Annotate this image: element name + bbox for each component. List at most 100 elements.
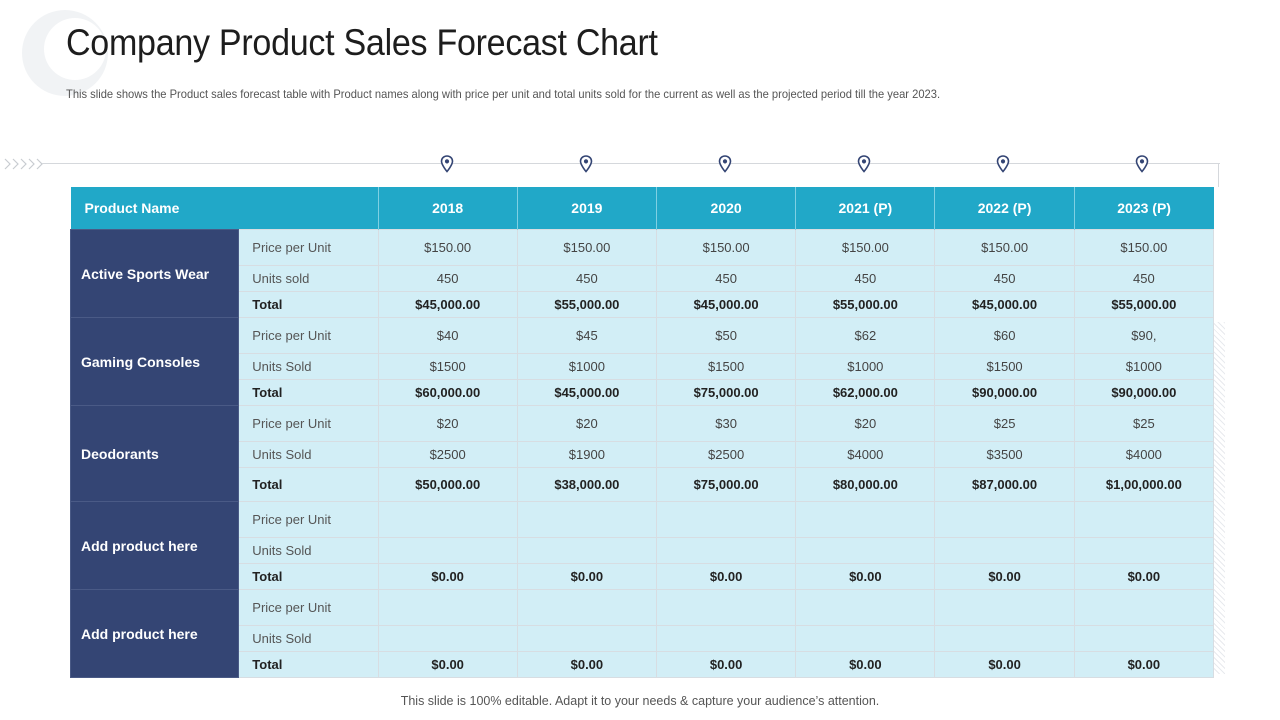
forecast-table-container: Product Name 2018 2019 2020 2021 (P) 202… <box>69 187 1215 678</box>
value-cell <box>655 537 797 564</box>
value-cell <box>1073 625 1215 652</box>
decorative-hatch <box>1213 322 1225 674</box>
table-header-row: Product Name 2018 2019 2020 2021 (P) 202… <box>70 187 1214 230</box>
metric-label-cell: Units sold <box>238 265 379 292</box>
product-name-cell: Add product here <box>69 589 240 678</box>
table-row: Deodorants Price per Unit $20 $20 $30 $20 $25 $… <box>69 405 1215 502</box>
value-cell: 450 <box>516 265 658 292</box>
value-cell: $4000 <box>1073 441 1215 468</box>
value-cell: $0.00 <box>1073 651 1215 678</box>
metric-label-cell: Total <box>238 563 379 590</box>
location-pin-icon <box>996 155 1010 173</box>
table-row: Add product here Price per Unit <box>69 589 1215 678</box>
value-cell: $2500 <box>377 441 518 468</box>
page-title: Company Product Sales Forecast Chart <box>66 22 658 63</box>
timeline-line <box>42 163 1220 164</box>
value-cell: $1000 <box>516 353 658 380</box>
arrow-chevron-icon <box>4 158 43 170</box>
value-cell: $20 <box>516 405 658 442</box>
table-row: Total $0.00 $0.00 $0.00 $0.00 $0.00 $0.00 <box>71 563 1215 590</box>
value-cell: $45,000.00 <box>516 379 658 406</box>
footer-note: This slide is 100% editable. Adapt it to… <box>400 694 880 708</box>
header-year: 2021 (P) <box>795 187 936 230</box>
value-cell: $60 <box>934 317 1075 354</box>
value-cell: $87,000.00 <box>934 467 1075 502</box>
table-row: Units Sold $2500 $1900 $2500 $4000 $3500 $4000 <box>71 441 1215 468</box>
value-cell: $50,000.00 <box>377 467 518 502</box>
forecast-table: Product Name 2018 2019 2020 2021 (P) 202… <box>69 187 1215 678</box>
location-pin-icon <box>718 155 732 173</box>
table-row: Units Sold <box>71 537 1215 564</box>
metric-label-cell: Total <box>238 379 379 406</box>
product-name-cell: Active Sports Wear <box>69 229 240 318</box>
value-cell <box>795 501 936 538</box>
value-cell <box>655 625 797 652</box>
value-cell: $150.00 <box>1073 229 1215 266</box>
value-cell: $45,000.00 <box>655 291 797 318</box>
value-cell <box>934 589 1075 626</box>
value-cell: 450 <box>655 265 797 292</box>
value-cell: $1500 <box>655 353 797 380</box>
table-row: Total $50,000.00 $38,000.00 $75,000.00 $80,0… <box>71 467 1215 502</box>
value-cell: $45 <box>516 317 658 354</box>
value-cell <box>516 537 658 564</box>
value-cell: $1500 <box>934 353 1075 380</box>
metric-label-cell: Total <box>238 467 379 502</box>
table-row: Units Sold $1500 $1000 $1500 $1000 $1500 $1000 <box>71 353 1215 380</box>
timeline-end-line <box>1218 163 1219 187</box>
value-cell: $0.00 <box>1073 563 1215 590</box>
metric-label-cell: Price per Unit <box>238 405 379 442</box>
value-cell <box>795 625 936 652</box>
value-cell: $20 <box>795 405 936 442</box>
value-cell <box>516 589 658 626</box>
value-cell: $55,000.00 <box>1073 291 1215 318</box>
value-cell: $62 <box>795 317 936 354</box>
value-cell: $0.00 <box>377 563 518 590</box>
table-row: Units Sold <box>71 625 1215 652</box>
value-cell <box>1073 537 1215 564</box>
value-cell: $90,000.00 <box>934 379 1075 406</box>
table-row: Gaming Consoles Price per Unit $40 $45 $50 $6… <box>69 317 1215 406</box>
metric-label-cell: Units Sold <box>238 537 379 564</box>
value-cell: $150.00 <box>377 229 518 266</box>
value-cell: $75,000.00 <box>655 379 797 406</box>
value-cell: $3500 <box>934 441 1075 468</box>
metric-label-cell: Units Sold <box>238 625 379 652</box>
value-cell: $40 <box>377 317 518 354</box>
value-cell <box>516 625 658 652</box>
value-cell: $150.00 <box>655 229 797 266</box>
header-year: 2018 <box>378 187 518 230</box>
value-cell: $1000 <box>1073 353 1215 380</box>
value-cell <box>1073 501 1215 538</box>
value-cell: $25 <box>1073 405 1215 442</box>
value-cell: $20 <box>377 405 518 442</box>
timeline-bar <box>4 158 1220 187</box>
value-cell: $0.00 <box>795 563 936 590</box>
header-year: 2022 (P) <box>934 187 1075 230</box>
value-cell <box>1073 589 1215 626</box>
value-cell: $1900 <box>516 441 658 468</box>
value-cell: $1500 <box>377 353 518 380</box>
metric-label-cell: Total <box>238 651 379 678</box>
metric-label-cell: Price per Unit <box>238 589 379 626</box>
value-cell: $150.00 <box>934 229 1075 266</box>
value-cell <box>934 537 1075 564</box>
value-cell: $1,00,000.00 <box>1073 467 1215 502</box>
value-cell: $75,000.00 <box>655 467 797 502</box>
location-pin-icon <box>857 155 871 173</box>
value-cell: $90,000.00 <box>1073 379 1215 406</box>
value-cell <box>377 537 518 564</box>
location-pin-icon <box>1135 155 1149 173</box>
value-cell: $0.00 <box>377 651 518 678</box>
table-row: Total $0.00 $0.00 $0.00 $0.00 $0.00 $0.00 <box>71 651 1215 678</box>
value-cell: 450 <box>1073 265 1215 292</box>
value-cell: $0.00 <box>934 563 1075 590</box>
value-cell: $0.00 <box>516 651 658 678</box>
product-name-cell: Add product here <box>69 501 240 590</box>
value-cell: $55,000.00 <box>795 291 936 318</box>
location-pin-icon <box>440 155 454 173</box>
decorative-circle-inner <box>44 18 106 80</box>
value-cell: $50 <box>655 317 797 354</box>
value-cell <box>655 589 797 626</box>
value-cell <box>934 501 1075 538</box>
